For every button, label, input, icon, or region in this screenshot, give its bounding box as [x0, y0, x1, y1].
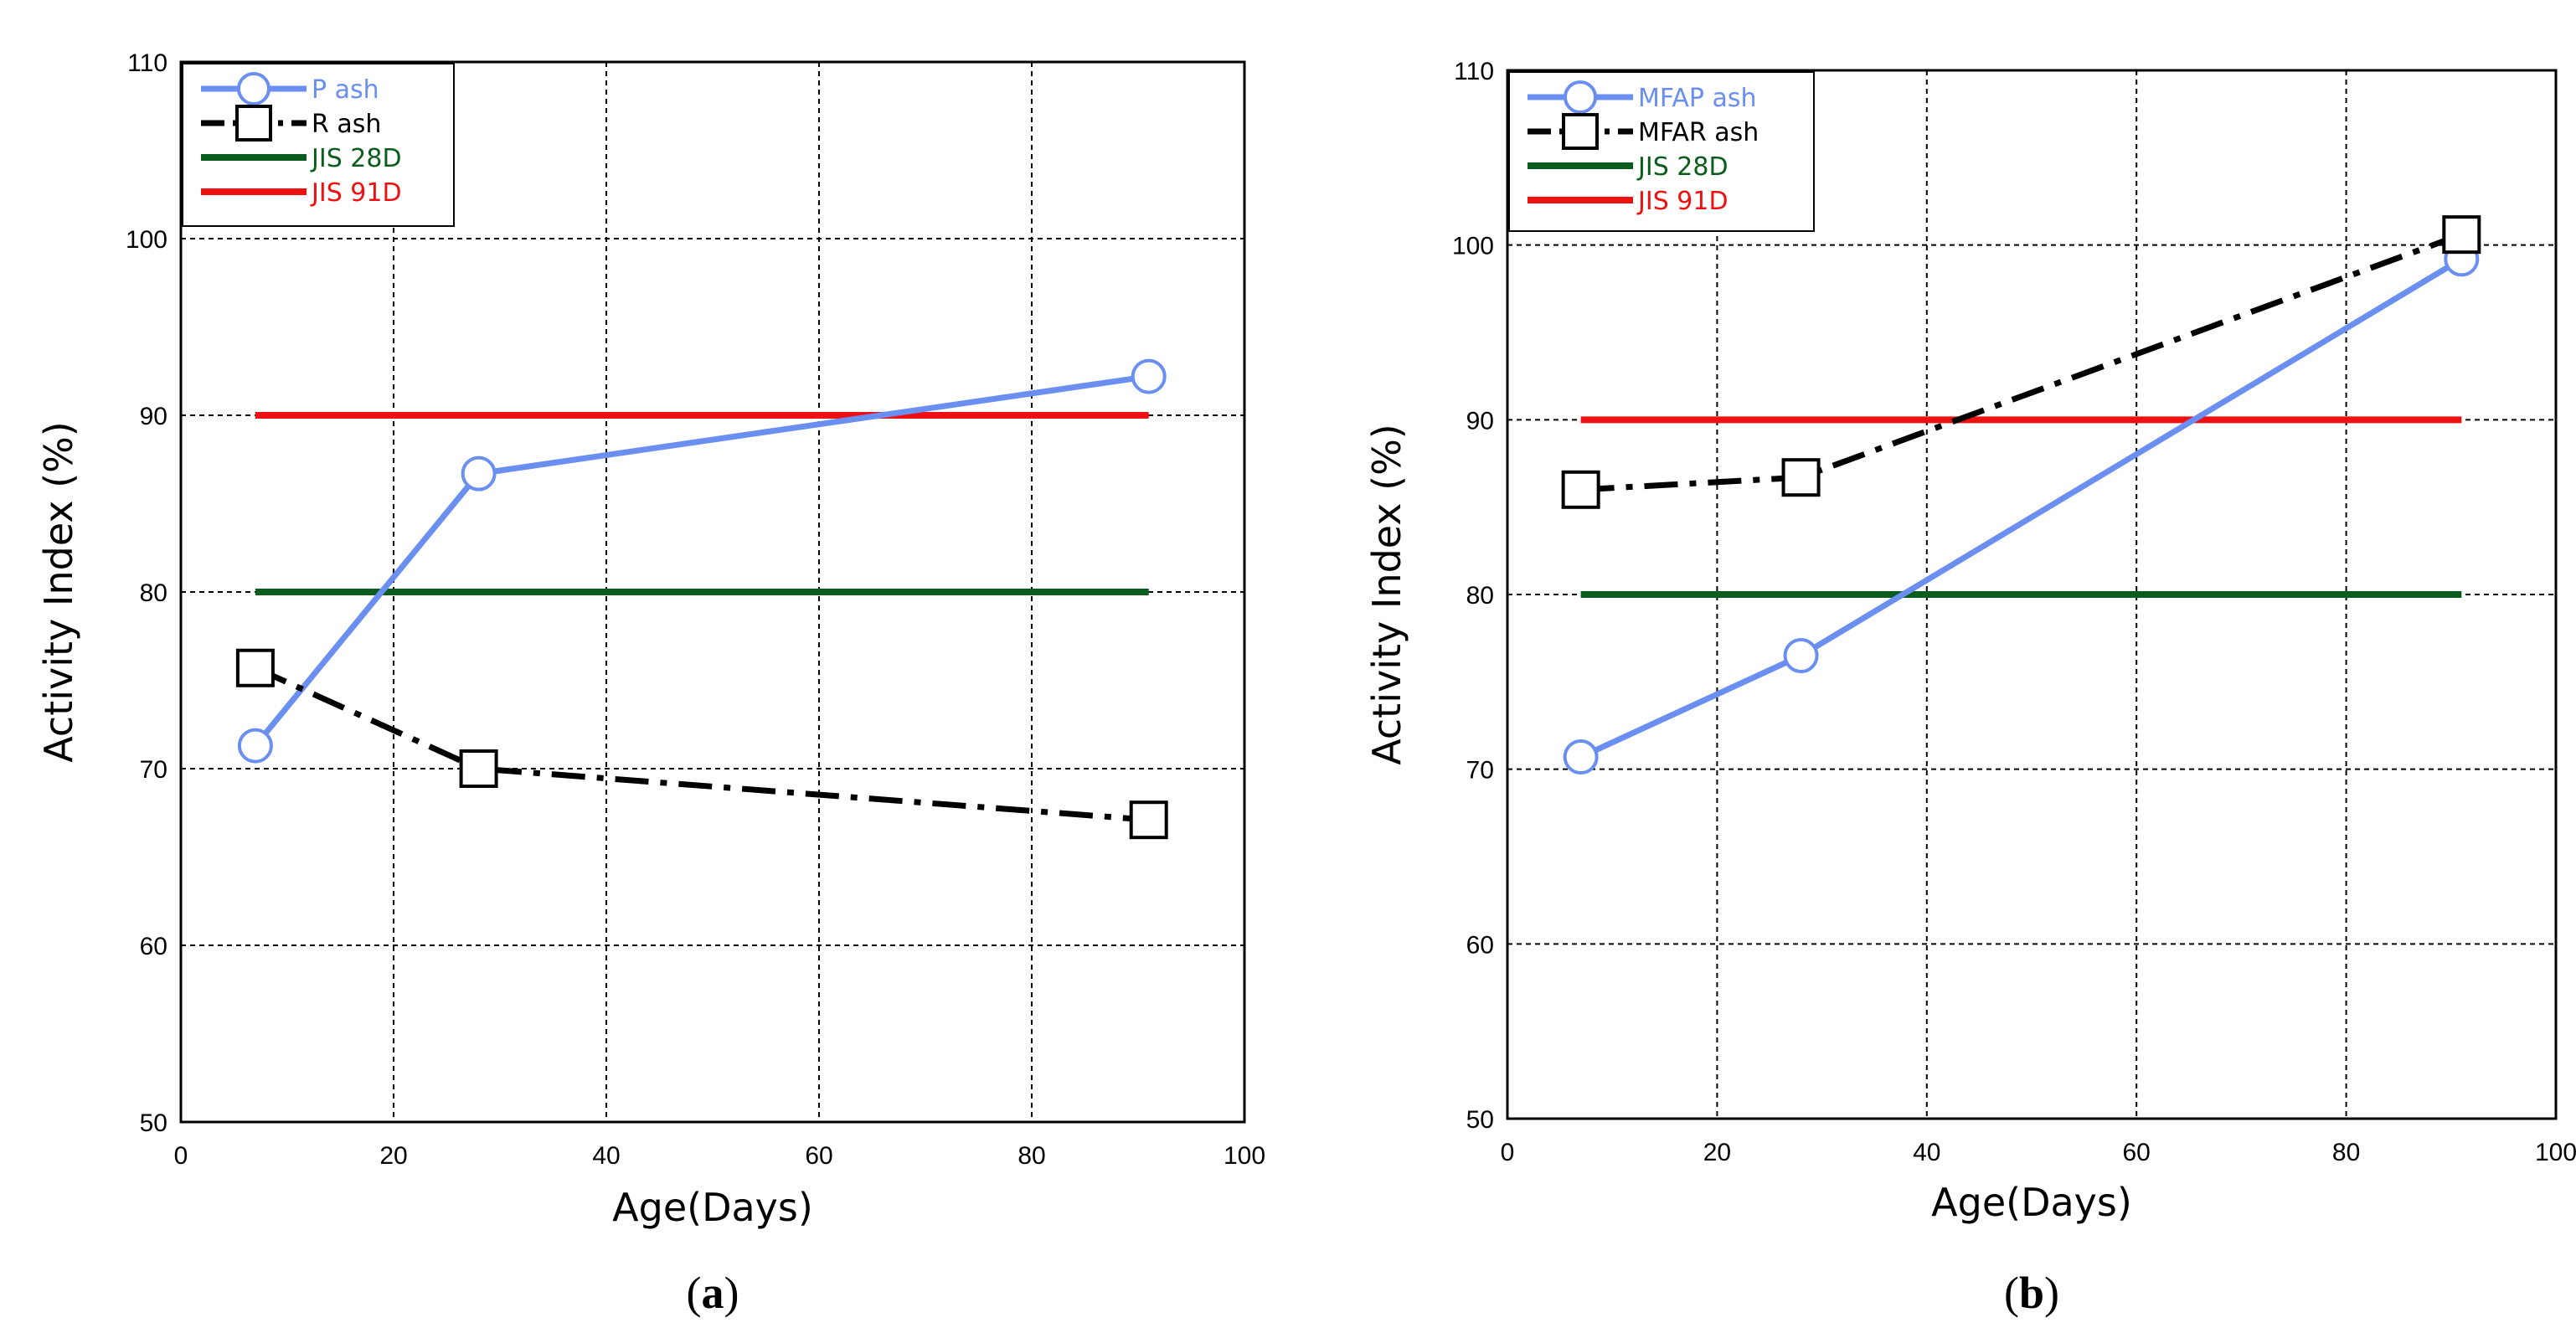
data-point-mfap-ash: [1563, 739, 1599, 775]
y-tick-label: 60: [140, 933, 167, 960]
x-tick-label: 80: [2332, 1139, 2360, 1166]
y-tick-label: 60: [1466, 931, 1494, 959]
legend-marker: [1562, 113, 1599, 150]
x-tick-label: 60: [2123, 1139, 2151, 1166]
data-point-mfar-ash: [1781, 458, 1821, 497]
panel-label: (a): [687, 1268, 739, 1318]
series-line-r-ash: [254, 665, 1149, 823]
data-point-mfap-ash: [1783, 638, 1819, 674]
y-tick-label: 110: [1454, 58, 1494, 85]
x-tick-label: 40: [1913, 1139, 1940, 1166]
x-tick-label: 40: [592, 1142, 620, 1170]
y-tick-label: 50: [140, 1109, 167, 1137]
y-tick-label: 100: [126, 226, 167, 254]
y-tick-label: 70: [1466, 757, 1494, 785]
x-tick-label: 100: [1224, 1142, 1265, 1170]
series-line-p-ash: [253, 373, 1150, 748]
legend-label: JIS 91D: [310, 178, 402, 208]
x-axis-title: Age(Days): [1931, 1180, 2132, 1225]
data-point-r-ash: [459, 749, 498, 788]
legend-marker: [237, 72, 270, 106]
plot-frame: [1506, 69, 2558, 1120]
x-tick-label: 60: [805, 1142, 832, 1170]
data-point-p-ash: [237, 728, 273, 764]
plot-frame: [179, 60, 1246, 1124]
panel-label: (b): [2004, 1268, 2059, 1318]
y-tick-label: 70: [140, 756, 167, 784]
x-tick-label: 20: [1703, 1139, 1731, 1166]
x-tick-label: 20: [379, 1142, 407, 1170]
y-tick-label: 90: [140, 403, 167, 430]
x-tick-label: 100: [2535, 1139, 2576, 1166]
chart-panel-b: 0 20 40 60 80 100 50 60 70 80 90 100 110 Age(Days) Act…: [1364, 58, 2576, 1318]
y-axis-title: Activity Index (%): [1364, 424, 1409, 765]
legend-label: MFAP ash: [1638, 84, 1757, 113]
data-point-p-ash: [1131, 358, 1167, 394]
legend-label: JIS 28D: [310, 144, 402, 173]
legend-label: P ash: [312, 75, 379, 105]
x-tick-label: 0: [1501, 1139, 1515, 1166]
y-tick-label: 100: [1452, 233, 1494, 260]
data-point-mfar-ash: [2442, 215, 2481, 255]
legend-label: MFAR ash: [1638, 118, 1759, 147]
y-tick-label: 50: [1466, 1106, 1494, 1134]
y-tick-label: 110: [127, 49, 167, 77]
legend-label: R ash: [312, 110, 381, 139]
data-point-r-ash: [235, 648, 275, 687]
legend-label: JIS 28D: [1636, 152, 1728, 182]
y-tick-label: 80: [140, 579, 167, 607]
legend-marker: [1564, 80, 1597, 114]
legend: P ash R ash JIS 28D JIS 91D: [182, 63, 455, 227]
x-tick-label: 80: [1018, 1142, 1045, 1170]
y-axis-title: Activity Index (%): [36, 421, 81, 763]
y-tick-label: 80: [1466, 582, 1494, 610]
data-point-r-ash: [1129, 800, 1168, 840]
legend: MFAP ash MFAR ash JIS 28D JIS 91D: [1508, 71, 1815, 232]
x-tick-label: 0: [174, 1142, 188, 1170]
data-point-mfar-ash: [1561, 470, 1600, 509]
x-axis-title: Age(Days): [612, 1185, 813, 1230]
series-line-mfar-ash: [1580, 231, 2463, 493]
series-line-mfap-ash: [1579, 256, 2464, 760]
chart-panel-a: 0 20 40 60 80 100 50 60 70 80 90 100 110 Age(Days) Act…: [36, 49, 1265, 1318]
legend-marker: [235, 105, 272, 142]
legend-label: JIS 91D: [1636, 187, 1728, 216]
data-point-p-ash: [461, 455, 497, 492]
legend-box: [182, 63, 455, 227]
y-tick-label: 90: [1466, 407, 1494, 435]
